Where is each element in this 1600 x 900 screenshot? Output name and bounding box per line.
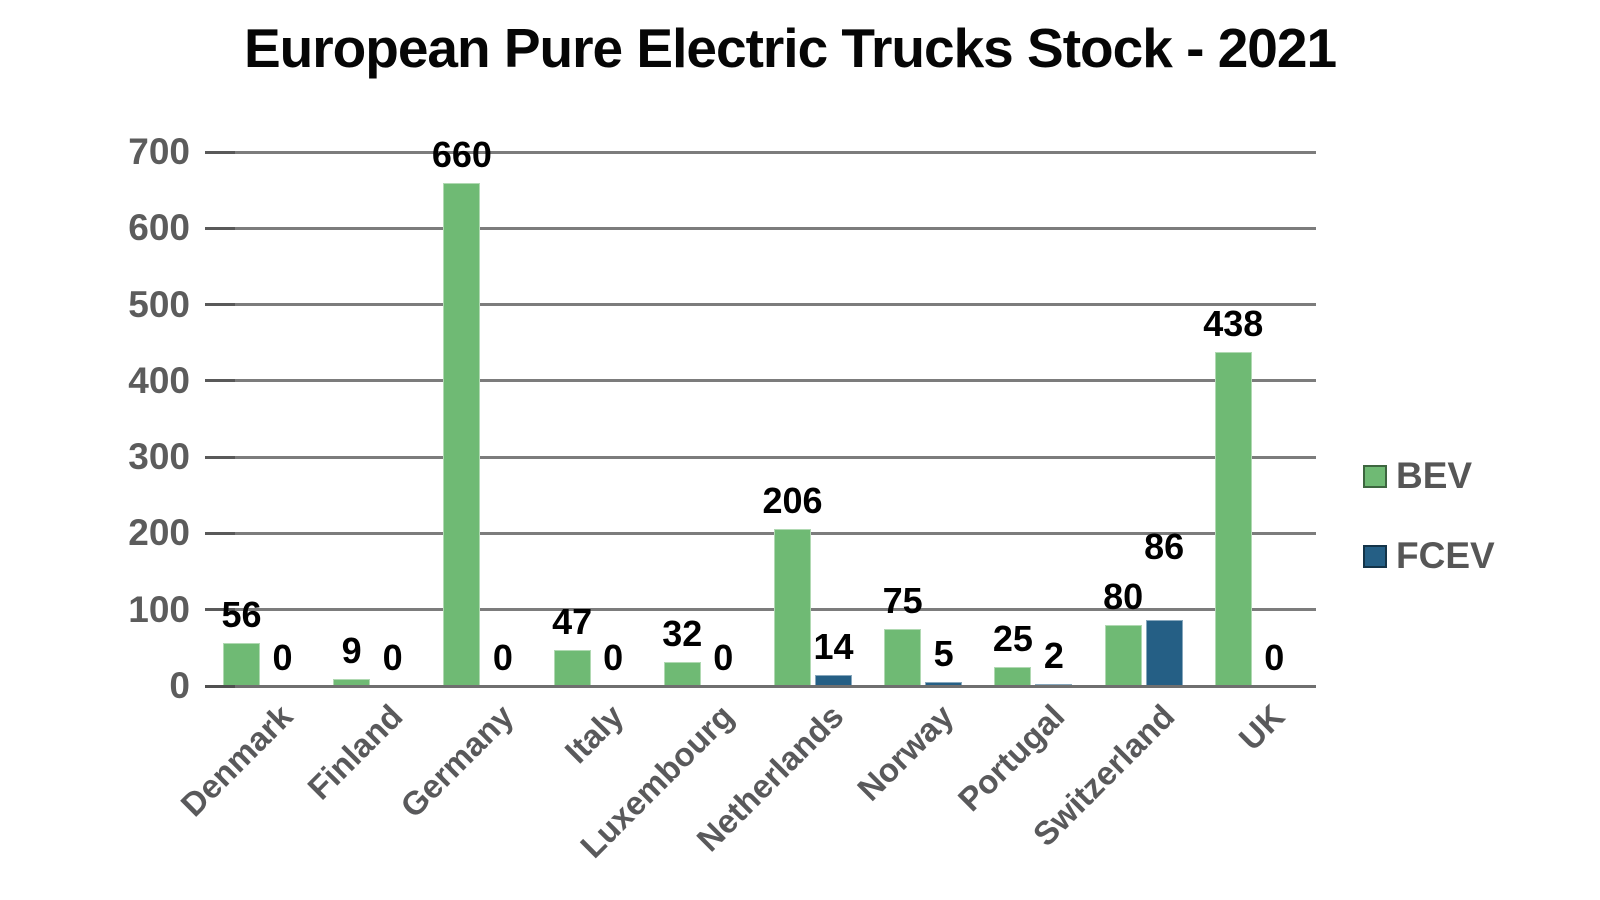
- bar-bev-luxembourg: [663, 661, 701, 686]
- value-label-fcev-denmark: 0: [272, 637, 293, 678]
- chart-title: European Pure Electric Trucks Stock - 20…: [243, 17, 1337, 79]
- legend-swatch-bev: [1363, 464, 1387, 488]
- y-tick-label-300: 300: [128, 436, 190, 478]
- bar-bev-germany: [443, 182, 481, 686]
- value-label-fcev-portugal: 2: [1043, 635, 1064, 677]
- bar-bev-denmark: [223, 643, 260, 686]
- grid-line-100: [205, 608, 1316, 612]
- y-tick-label-700: 700: [128, 131, 190, 172]
- legend: BEV FCEV: [1363, 455, 1495, 615]
- y-tick-label-100: 100: [128, 588, 190, 630]
- value-label-bev-finland: 9: [341, 630, 362, 672]
- y-tick-label-400: 400: [128, 359, 190, 401]
- bar-bev-uk: [1214, 351, 1252, 686]
- bar-bev-portugal: [994, 666, 1032, 686]
- value-label-bev-uk: 438: [1203, 302, 1264, 344]
- legend-item-fcev: FCEV: [1363, 535, 1495, 577]
- value-label-bev-norway: 75: [882, 579, 923, 621]
- bar-bev-italy: [553, 650, 591, 686]
- grid-line-700: [205, 150, 1316, 154]
- y-tick-label-600: 600: [128, 207, 190, 249]
- bar-fcev-norway: [925, 682, 963, 686]
- bar-bev-netherlands: [774, 528, 811, 686]
- grid-line-300: [205, 455, 1316, 459]
- bar-bev-switzerland: [1104, 624, 1142, 686]
- bar-bev-norway: [884, 628, 922, 686]
- value-label-fcev-luxembourg: 0: [713, 637, 734, 678]
- grid-line-200: [205, 531, 1316, 535]
- value-label-bev-italy: 47: [552, 601, 593, 643]
- value-label-fcev-switzerland: 86: [1144, 526, 1185, 568]
- x-axis-line: [205, 684, 1316, 688]
- value-label-fcev-uk: 0: [1264, 637, 1285, 678]
- value-label-fcev-netherlands: 14: [813, 626, 854, 668]
- grid-line-500: [205, 303, 1316, 307]
- x-axis-label-denmark: Denmark: [173, 697, 300, 824]
- y-tick-label-500: 500: [128, 283, 190, 325]
- y-tick-label-200: 200: [128, 512, 190, 554]
- bar-bev-finland: [333, 679, 371, 686]
- legend-item-bev: BEV: [1363, 455, 1495, 497]
- value-label-bev-switzerland: 80: [1103, 575, 1144, 617]
- grid-line-600: [205, 226, 1316, 230]
- y-tick-label-0: 0: [169, 665, 190, 706]
- grid-line-400: [205, 379, 1316, 383]
- plot-area: 0 100 200 300 400 500 600 700 56 0 9 0 660 0 47 0 32 0 20…: [128, 132, 1316, 865]
- value-label-bev-portugal: 25: [992, 617, 1033, 659]
- value-label-fcev-germany: 0: [492, 637, 513, 678]
- value-label-fcev-norway: 5: [933, 633, 954, 675]
- value-label-bev-luxembourg: 32: [662, 612, 703, 654]
- value-label-fcev-finland: 0: [382, 637, 403, 678]
- legend-swatch-fcev: [1363, 544, 1387, 568]
- legend-label-fcev: FCEV: [1396, 535, 1495, 576]
- bar-fcev-switzerland: [1145, 620, 1183, 686]
- value-label-bev-denmark: 56: [221, 594, 262, 636]
- legend-label-bev: BEV: [1396, 455, 1473, 496]
- value-label-fcev-italy: 0: [603, 637, 624, 678]
- value-label-bev-netherlands: 206: [762, 479, 823, 521]
- y-axis-labels: 0 100 200 300 400 500 600 700: [55, 132, 190, 706]
- value-label-bev-germany: 660: [431, 133, 492, 175]
- bar-fcev-netherlands: [815, 675, 852, 686]
